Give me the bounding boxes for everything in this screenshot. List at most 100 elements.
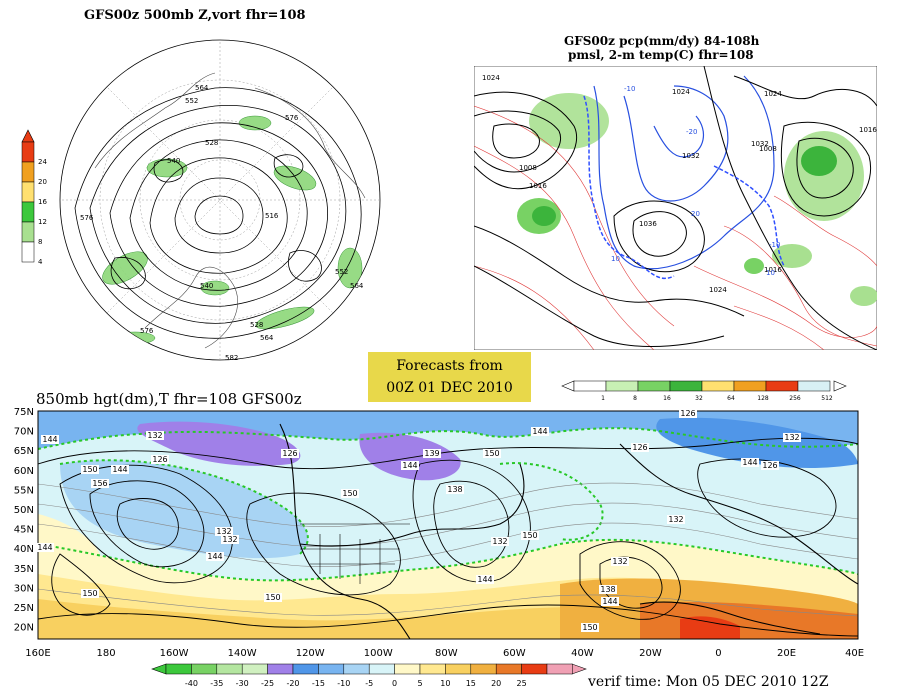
vort-colorbar-swatch (21, 201, 35, 223)
precip-colorbar-swatch (733, 380, 767, 392)
temp-colorbar-label: 20 (491, 679, 501, 688)
lat-label: 50N (14, 505, 34, 516)
hgt850-borders (300, 523, 410, 584)
contour-label: 144 (207, 552, 222, 561)
precip-contour-label: 10 (766, 269, 775, 277)
precip-colorbar-label: 512 (821, 395, 833, 402)
forecast-banner: Forecasts from 00Z 01 DEC 2010 (368, 352, 531, 402)
precip-colorbar-swatch (605, 380, 639, 392)
precip-contour-label: 1032 (682, 152, 700, 160)
precip-colorbar-label: 128 (757, 395, 769, 402)
nh500-contour-label: 576 (80, 214, 94, 222)
precip-contour-label: 1008 (519, 164, 537, 172)
contour-label-bg (679, 409, 697, 418)
hgt850-freezing-lines (38, 427, 858, 582)
contour-label: 150 (484, 449, 499, 458)
lon-label: 60W (503, 648, 526, 659)
lon-label: 120W (296, 648, 325, 659)
temp-colorbar-swatch (445, 663, 472, 675)
contour-label: 150 (82, 465, 97, 474)
contour-label-bg (667, 515, 685, 524)
contour-label: 150 (342, 489, 357, 498)
vort-colorbar-swatch (21, 221, 35, 243)
temp-colorbar-label: -5 (365, 679, 373, 688)
contour-label-bg (491, 537, 509, 546)
contour-label-bg (221, 535, 239, 544)
temp-colorbar-swatch (546, 663, 573, 675)
contour-label: 144 (742, 458, 757, 467)
temp-colorbar-label: -35 (210, 679, 223, 688)
lon-label: 20E (777, 648, 796, 659)
contour-label: 150 (265, 593, 280, 602)
contour-label: 126 (680, 409, 695, 418)
contour-label: 144 (37, 543, 52, 552)
temp-colorbar-swatch (318, 663, 345, 675)
contour-label-bg (146, 431, 164, 440)
temp-colorbar-swatch (216, 663, 243, 675)
temp-colorbar: -40 -35 -30 -25 -20 -15 -10 -5 0 5 10 15 20 25 (151, 663, 587, 688)
nh500-contour-label: 540 (200, 282, 213, 290)
precip-coastlines (583, 95, 785, 279)
contour-label-bg (761, 461, 779, 470)
contour-label: 150 (82, 589, 97, 598)
lon-label: 140W (228, 648, 257, 659)
precip-colorbar-swatch (573, 380, 607, 392)
precip-contour-label: 1024 (764, 90, 782, 98)
verif-time: verif time: Mon 05 DEC 2010 12Z (588, 674, 829, 690)
hgt850-map: 75N 70N 65N 60N 55N 50N 45N 40N 35N 30N 25N 20N 160… (14, 407, 864, 659)
contour-label: 126 (152, 455, 167, 464)
temp-colorbar-swatch (241, 663, 268, 675)
contour-label-bg (281, 449, 299, 458)
precip-contour-label: 1008 (759, 145, 777, 153)
lat-label: 20N (14, 623, 34, 634)
precip-colorbar-left-arrow (561, 380, 575, 392)
temp-colorbar-swatch (343, 663, 370, 675)
temp-colorbar-label: -15 (312, 679, 325, 688)
contour-label: 144 (532, 427, 547, 436)
vort-colorbar-label: 20 (38, 178, 47, 186)
temp-colorbar-swatch (165, 663, 192, 675)
lon-label: 0 (715, 648, 721, 659)
precip-contour-label: 1024 (709, 286, 727, 294)
lat-label: 70N (14, 427, 34, 438)
contour-label-bg (41, 435, 59, 444)
contour-label-bg (264, 593, 282, 602)
lat-label: 25N (14, 603, 34, 614)
temp-colorbar-swatch (470, 663, 497, 675)
precip-contour-label: 10 (611, 255, 620, 263)
precip-colorbar-label: 256 (789, 395, 801, 402)
contour-label-bg (36, 543, 54, 552)
contour-label-bg (741, 458, 759, 467)
lat-label: 35N (14, 564, 34, 575)
temp-colorbar-label: -40 (185, 679, 198, 688)
contour-label-bg (581, 623, 599, 632)
contour-label-bg (341, 489, 359, 498)
nh500-contour-label: 540 (167, 157, 180, 165)
contour-label-bg (521, 531, 539, 540)
precip-contour-label: 1016 (859, 126, 877, 134)
lat-label: 65N (14, 446, 34, 457)
lat-label: 55N (14, 485, 34, 496)
nh500-contour-label: 516 (265, 212, 279, 220)
nh500-contour-label: 552 (185, 97, 198, 105)
temp-colorbar-swatch (394, 663, 421, 675)
temp-colorbar-swatch (495, 663, 522, 675)
temp-colorbar-right-arrow (571, 663, 587, 675)
temp-colorbar-swatch (368, 663, 395, 675)
temp-colorbar-label: 0 (392, 679, 397, 688)
lat-label: 40N (14, 544, 34, 555)
precip-map: 102410081016-10-201032103610241016103210… (474, 66, 877, 350)
precip-colorbar-swatch (765, 380, 799, 392)
precip-colorbar-label: 1 (601, 395, 605, 402)
precip-colorbar-swatch (797, 380, 831, 392)
contour-label-bg (111, 465, 129, 474)
forecast-banner-line2: 00Z 01 DEC 2010 (386, 380, 513, 396)
precip-contour-label: 1024 (672, 88, 690, 96)
vort-colorbar-label: 8 (38, 238, 42, 246)
lon-label: 180 (97, 648, 116, 659)
nh500-contour-label: 576 (285, 114, 299, 122)
vort-colorbar-label: 24 (38, 158, 47, 166)
precip-contour-label: 1016 (764, 266, 782, 274)
contour-label-bg (783, 433, 801, 442)
precip-pmsl-contours (474, 66, 877, 350)
